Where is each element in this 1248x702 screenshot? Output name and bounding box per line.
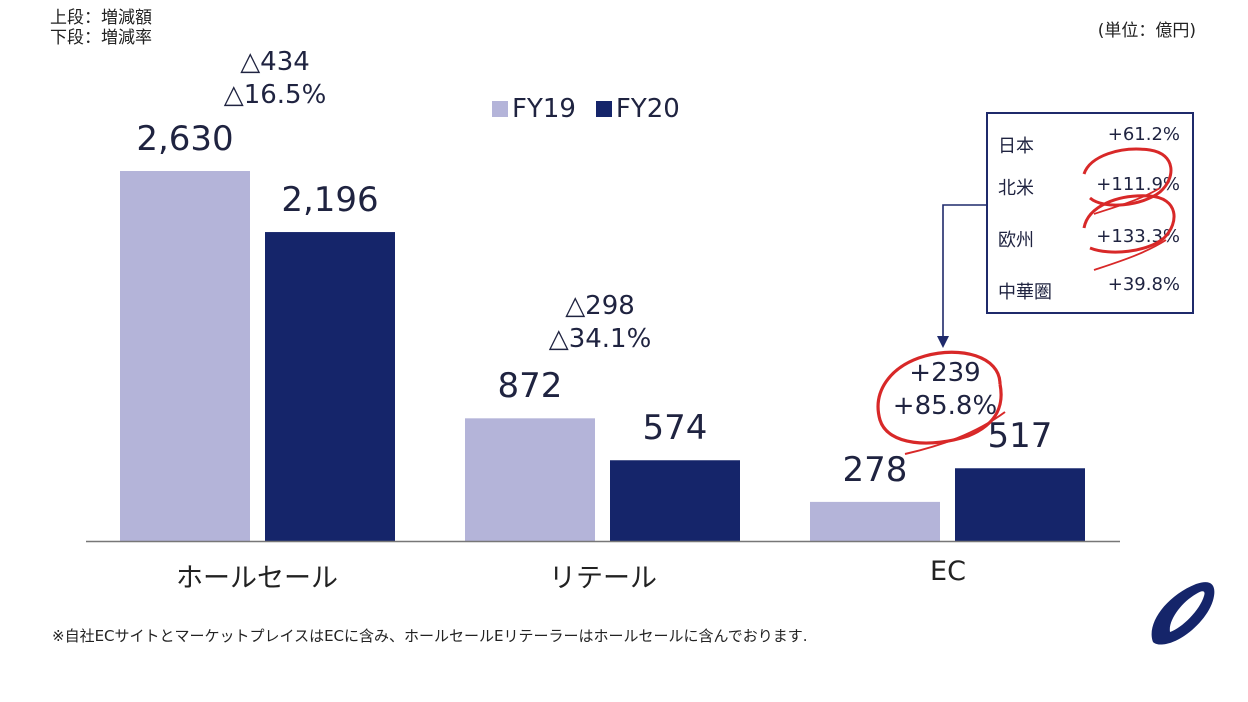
region-row-greater-china: 中華圏 +39.8% — [988, 274, 1192, 304]
chart-legend: FY19 FY20 — [492, 94, 680, 124]
diff-rate-wholesale: △16.5% — [223, 80, 327, 110]
value-label-retail-fy20: 574 — [642, 408, 708, 449]
diff-rate-retail: △34.1% — [548, 324, 652, 354]
note-line-amount: 上段：増減額 — [50, 8, 152, 28]
legend-label-fy20: FY20 — [615, 94, 680, 124]
value-label-wholesale-fy20: 2,196 — [281, 180, 379, 221]
bar-retail-fy20 — [610, 460, 740, 541]
diff-amount-retail: △298 — [565, 291, 635, 321]
legend-label-fy19: FY19 — [512, 94, 576, 124]
value-label-ec-fy19: 278 — [842, 449, 908, 490]
legend-swatch-fy19 — [492, 101, 508, 117]
legend-item-fy19: FY19 — [492, 94, 576, 124]
region-name: 欧州 — [998, 230, 1034, 251]
diff-amount-wholesale: △434 — [240, 47, 310, 77]
region-value: +111.9% — [1096, 174, 1180, 195]
region-value: +133.3% — [1096, 226, 1180, 247]
region-name: 中華圏 — [998, 282, 1052, 303]
diff-amount-ec: +239 — [909, 358, 981, 388]
ec-region-breakdown: 日本 +61.2% 北米 +111.9% 欧州 +133.3% 中華圏 +39.… — [986, 112, 1194, 314]
legend-swatch-fy20 — [595, 101, 612, 117]
bar-ec-fy19 — [810, 501, 940, 541]
value-label-ec-fy20: 517 — [987, 416, 1053, 457]
value-label-wholesale-fy19: 2,630 — [136, 119, 234, 159]
value-label-retail-fy19: 872 — [497, 366, 563, 407]
category-label-ec: EC — [930, 556, 966, 587]
bar-retail-fy19 — [465, 418, 595, 541]
diff-retail: △298 △34.1% — [490, 290, 710, 356]
region-value: +61.2% — [1107, 124, 1180, 145]
footnote: ※自社ECサイトとマーケットプレイスはECに含み、ホールセールEリテーラーはホー… — [52, 627, 808, 645]
region-name: 日本 — [998, 136, 1034, 157]
region-name: 北米 — [998, 178, 1034, 199]
diff-wholesale: △434 △16.5% — [165, 46, 385, 112]
bar-ec-fy20 — [955, 468, 1085, 541]
bar-wholesale-fy20 — [265, 232, 395, 541]
note-top-left: 上段：増減額 下段：増減率 — [50, 8, 152, 48]
note-line-rate: 下段：増減率 — [50, 28, 152, 48]
category-label-wholesale: ホールセール — [176, 563, 338, 594]
unit-label: (単位：億円) — [1097, 21, 1196, 41]
region-row-japan: 日本 +61.2% — [988, 124, 1192, 157]
region-row-north-america: 北米 +111.9% — [988, 174, 1192, 204]
legend-item-fy20: FY20 — [595, 94, 680, 124]
bar-wholesale-fy19 — [120, 171, 250, 541]
region-value: +39.8% — [1107, 274, 1180, 295]
diff-ec: +239 +85.8% — [835, 357, 1055, 423]
region-row-europe: 欧州 +133.3% — [988, 226, 1192, 256]
category-label-retail: リテール — [549, 563, 657, 594]
